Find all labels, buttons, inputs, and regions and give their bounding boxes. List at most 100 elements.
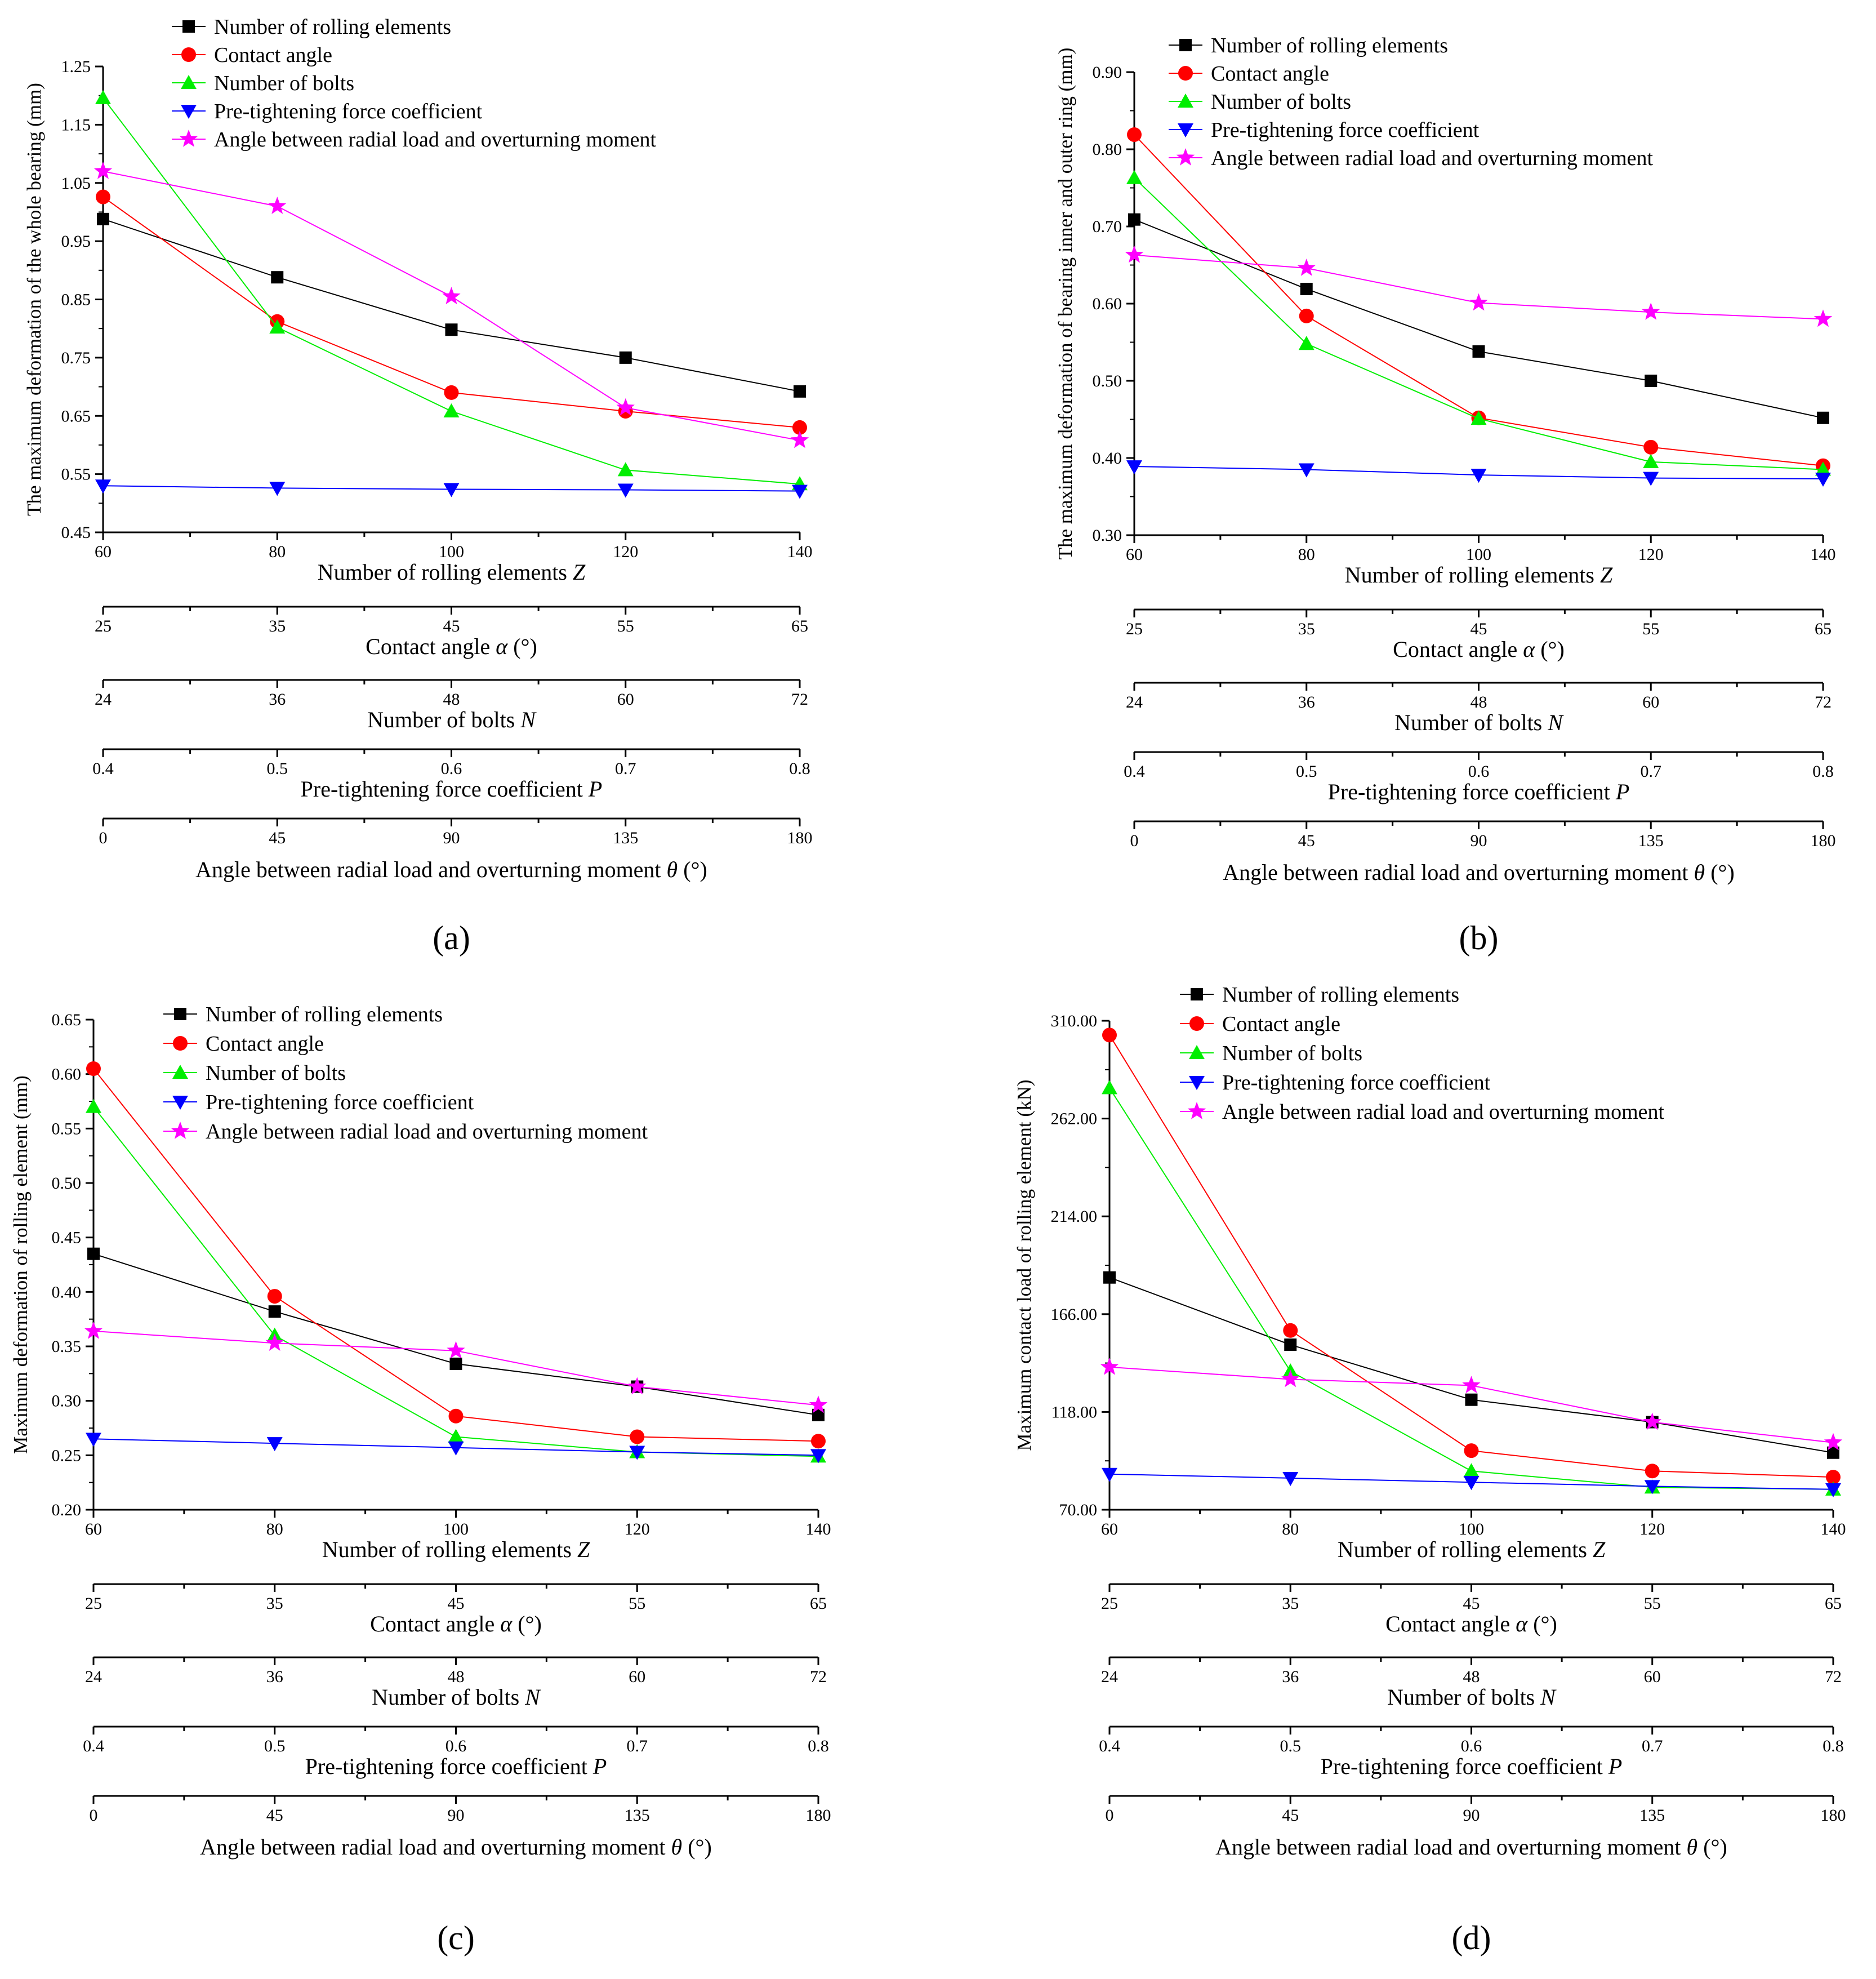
data-point-number-of-rolling-elements [445,323,458,336]
data-point-angle-between-radial-load-and-overturning-moment [1281,1369,1300,1387]
data-point-angle-between-radial-load-and-overturning-moment [1643,1412,1661,1430]
legend-label-number-of-rolling-elements: Number of rolling elements [1222,983,1459,1007]
data-point-pre-tightening-force-coefficient [443,483,460,497]
data-point-angle-between-radial-load-and-overturning-moment [616,398,635,416]
x-tick-label: 0.4 [92,759,114,778]
x-axis-title-3: Number of bolts N [367,707,537,732]
legend-marker-contact-angle [1189,1016,1204,1031]
x-tick-label: 0.5 [1280,1737,1302,1755]
legend-label-contact-angle: Contact angle [206,1032,324,1056]
data-point-number-of-rolling-elements [1300,282,1313,295]
x-tick-label: 140 [787,542,813,561]
y-axis-title: Maximum deformation of rolling element (… [10,1075,32,1454]
data-point-angle-between-radial-load-and-overturning-moment [268,197,287,214]
chart-panel-1: 0.45 0.55 0.65 0.75 0.85 0.95 1.05 1.15 1.25 The … [23,15,813,957]
y-axis-title: The maximum deformation of bearing inner… [1054,48,1076,560]
data-point-number-of-rolling-elements [1103,1271,1116,1284]
data-point-number-of-bolts [1643,453,1659,468]
x-tick-label: 80 [269,542,286,561]
x-tick-label: 35 [1282,1594,1299,1613]
x-tick-label: 60 [1126,545,1143,564]
y-tick-label: 0.50 [1093,372,1122,390]
data-point-number-of-rolling-elements [87,1247,100,1260]
x-tick-label: 180 [806,1806,831,1825]
data-point-number-of-rolling-elements [1817,411,1829,424]
legend-marker-angle-between-radial-load-and-overturning-moment [1187,1102,1206,1119]
legend-marker-pre-tightening-force-coefficient [1189,1076,1205,1090]
y-tick-label: 0.40 [1093,449,1122,468]
x-tick-label: 65 [791,617,808,635]
x-tick-label: 36 [1282,1667,1299,1686]
legend-label-number-of-rolling-elements: Number of rolling elements [214,15,451,39]
data-point-angle-between-radial-load-and-overturning-moment [265,1333,284,1351]
x-tick-label: 0.7 [1641,762,1662,781]
y-tick-label: 214.00 [1051,1207,1098,1226]
x-axis-title-1: Number of rolling elements Z [322,1537,590,1562]
data-point-pre-tightening-force-coefficient [1643,472,1659,486]
data-point-contact-angle [1299,308,1314,323]
x-tick-label: 120 [625,1520,650,1538]
data-point-pre-tightening-force-coefficient [1471,469,1487,483]
x-tick-label: 60 [85,1520,102,1538]
x-tick-label: 36 [266,1667,283,1686]
x-tick-label: 0.5 [267,759,288,778]
x-tick-label: 36 [1298,693,1315,711]
x-tick-label: 25 [1126,620,1143,638]
x-tick-label: 80 [1298,545,1315,564]
x-axis-title-4: Pre-tightening force coefficient P [301,776,603,802]
data-point-number-of-rolling-elements [1128,213,1140,226]
data-point-pre-tightening-force-coefficient [266,1437,283,1452]
legend-marker-angle-between-radial-load-and-overturning-moment [179,130,198,147]
y-tick-label: 0.55 [61,465,91,484]
data-point-contact-angle [86,1061,101,1076]
data-point-contact-angle [811,1434,826,1449]
x-axis-title-4: Pre-tightening force coefficient P [1321,1754,1623,1779]
data-point-number-of-rolling-elements [794,385,806,398]
data-point-pre-tightening-force-coefficient [86,1433,101,1447]
x-axis-title-3: Number of bolts N [1387,1684,1557,1710]
legend-marker-angle-between-radial-load-and-overturning-moment [171,1122,190,1139]
legend-marker-number-of-rolling-elements [1191,988,1203,1000]
legend-label-number-of-rolling-elements: Number of rolling elements [206,1003,443,1026]
legend-marker-number-of-bolts [1189,1045,1205,1059]
legend-label-pre-tightening-force-coefficient: Pre-tightening force coefficient [1222,1071,1491,1095]
legend-label-angle-between-radial-load-and-overturning-moment: Angle between radial load and overturnin… [206,1120,648,1144]
x-tick-label: 120 [1638,545,1664,564]
x-tick-label: 0.4 [83,1737,104,1755]
x-tick-label: 25 [85,1594,102,1613]
x-tick-label: 135 [1638,831,1664,850]
y-axis-title: The maximum deformation of the whole bea… [23,83,45,516]
legend-label-number-of-bolts: Number of bolts [214,72,354,95]
x-tick-label: 140 [806,1520,831,1538]
y-tick-label: 0.65 [61,407,91,425]
data-point-pre-tightening-force-coefficient [1298,463,1314,478]
x-axis-title-5: Angle between radial load and overturnin… [1223,860,1735,885]
data-point-number-of-bolts [1463,1463,1480,1478]
y-tick-label: 1.25 [61,57,91,76]
x-tick-label: 135 [1639,1806,1665,1825]
x-tick-label: 90 [443,829,460,847]
y-tick-label: 0.80 [1093,140,1122,159]
data-point-number-of-bolts [1471,411,1487,425]
x-tick-label: 90 [1463,1806,1480,1825]
y-tick-label: 262.00 [1051,1110,1098,1128]
x-tick-label: 135 [613,829,638,847]
x-tick-label: 90 [448,1806,465,1825]
data-point-pre-tightening-force-coefficient [95,479,111,494]
x-tick-label: 0.7 [615,759,636,778]
y-tick-label: 0.30 [1093,526,1122,545]
x-axis-title-3: Number of bolts N [1394,710,1564,735]
data-point-pre-tightening-force-coefficient [1463,1476,1480,1491]
data-point-pre-tightening-force-coefficient [1815,472,1831,487]
data-point-angle-between-radial-load-and-overturning-moment [1462,1376,1481,1394]
legend-label-contact-angle: Contact angle [214,43,332,67]
data-point-number-of-rolling-elements [1465,1393,1478,1406]
y-tick-label: 310.00 [1051,1012,1098,1030]
legend-label-number-of-bolts: Number of bolts [1211,90,1351,114]
legend-marker-number-of-rolling-elements [174,1008,186,1020]
data-point-angle-between-radial-load-and-overturning-moment [442,287,461,305]
y-tick-label: 0.55 [52,1119,82,1138]
panel-label: (c) [437,1919,475,1956]
x-tick-label: 0.7 [1642,1737,1663,1755]
